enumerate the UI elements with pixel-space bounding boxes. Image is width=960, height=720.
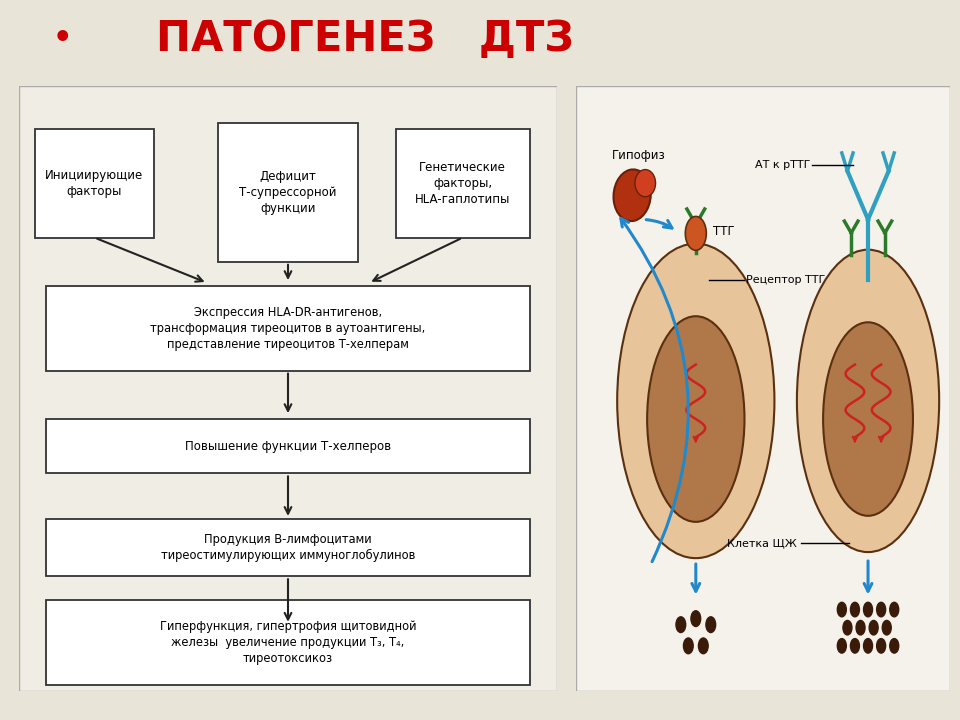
Text: Генетические
факторы,
HLA-гаплотипы: Генетические факторы, HLA-гаплотипы	[415, 161, 511, 206]
Circle shape	[706, 617, 715, 633]
Circle shape	[691, 611, 701, 626]
Circle shape	[856, 621, 865, 635]
Text: ТТГ: ТТГ	[712, 225, 734, 238]
Circle shape	[699, 638, 708, 654]
Text: ПАТОГЕНЕЗ   ДТЗ: ПАТОГЕНЕЗ ДТЗ	[156, 18, 574, 60]
FancyBboxPatch shape	[396, 129, 530, 238]
FancyBboxPatch shape	[218, 122, 358, 262]
FancyBboxPatch shape	[576, 86, 950, 691]
Text: Экспрессия HLA-DR-антигенов,
трансформация тиреоцитов в аутоантигены,
представле: Экспрессия HLA-DR-антигенов, трансформац…	[151, 306, 425, 351]
Circle shape	[851, 639, 859, 653]
Text: АТ к рТТГ: АТ к рТТГ	[755, 160, 810, 170]
Circle shape	[851, 603, 859, 617]
Circle shape	[882, 621, 891, 635]
Circle shape	[890, 603, 899, 617]
Circle shape	[890, 639, 899, 653]
Ellipse shape	[797, 250, 939, 552]
Ellipse shape	[635, 170, 656, 197]
Circle shape	[864, 639, 873, 653]
FancyBboxPatch shape	[46, 286, 530, 371]
FancyBboxPatch shape	[36, 129, 154, 238]
Circle shape	[843, 621, 852, 635]
Text: •: •	[53, 24, 72, 53]
Ellipse shape	[823, 323, 913, 516]
FancyBboxPatch shape	[46, 519, 530, 576]
Circle shape	[869, 621, 878, 635]
Circle shape	[864, 603, 873, 617]
Circle shape	[837, 639, 847, 653]
Text: Инициирующие
факторы: Инициирующие факторы	[45, 168, 144, 198]
Text: Гиперфункция, гипертрофия щитовидной
железы  увеличение продукции Т₃, Т₄,
тиреот: Гиперфункция, гипертрофия щитовидной жел…	[159, 621, 417, 665]
FancyBboxPatch shape	[46, 419, 530, 474]
Ellipse shape	[647, 316, 745, 522]
Circle shape	[676, 617, 685, 633]
Text: Гипофиз: Гипофиз	[612, 150, 665, 163]
Text: Дефицит
Т-супрессорной
функции: Дефицит Т-супрессорной функции	[239, 170, 337, 215]
Text: Рецептор ТТГ: Рецептор ТТГ	[746, 275, 826, 285]
Text: Повышение функции Т-хелперов: Повышение функции Т-хелперов	[185, 440, 391, 453]
Circle shape	[876, 603, 886, 617]
Circle shape	[685, 217, 707, 251]
Circle shape	[876, 639, 886, 653]
Circle shape	[837, 603, 847, 617]
Ellipse shape	[617, 243, 775, 558]
Text: Продукция В-лимфоцитами
тиреостимулирующих иммуноглобулинов: Продукция В-лимфоцитами тиреостимулирующ…	[161, 533, 415, 562]
Circle shape	[684, 638, 693, 654]
Text: Клетка ЩЖ: Клетка ЩЖ	[727, 538, 797, 548]
FancyBboxPatch shape	[46, 600, 530, 685]
FancyBboxPatch shape	[19, 86, 557, 691]
Ellipse shape	[613, 169, 651, 221]
